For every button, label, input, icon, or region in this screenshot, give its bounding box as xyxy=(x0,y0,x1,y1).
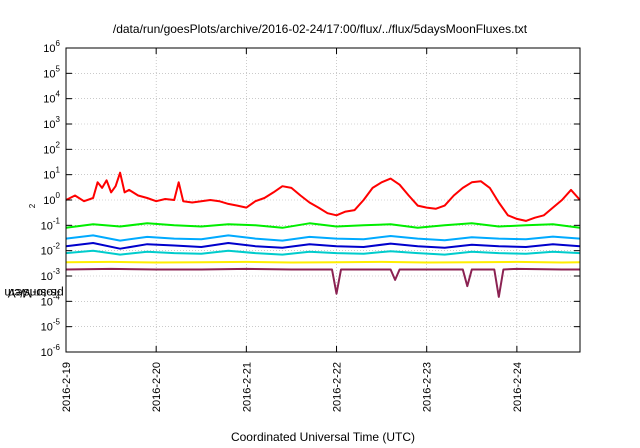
y-tick-label: 10-3 xyxy=(41,267,61,283)
x-tick-label: 2016-2-21 xyxy=(241,362,253,412)
y-tick-label: 10-6 xyxy=(41,343,61,359)
y-tick-label: 101 xyxy=(43,166,60,182)
series-line-6 xyxy=(65,267,580,298)
x-tick-label: 2016-2-23 xyxy=(422,362,434,412)
y-tick-label: 102 xyxy=(43,140,60,156)
y-tick-label: 105 xyxy=(43,64,60,80)
y-tick-label: 104 xyxy=(43,90,60,106)
plot-frame xyxy=(65,47,581,353)
x-tick-label: 2016-2-19 xyxy=(61,362,73,412)
y-tick-label: 103 xyxy=(43,115,60,131)
y-tick-label: 100 xyxy=(43,191,60,207)
y-axis-label: protons/cm 2 -s-sr-MeV xyxy=(4,203,64,300)
y-tick-label: 10-2 xyxy=(41,242,61,258)
series-line-5 xyxy=(65,260,581,264)
series-line-0 xyxy=(65,171,581,222)
x-tick-label: 2016-2-22 xyxy=(332,362,344,412)
y-tick-label: 106 xyxy=(43,39,60,55)
y-tick-label: 10-5 xyxy=(41,318,61,334)
series-line-1 xyxy=(65,222,581,229)
y-tick-label: 10-4 xyxy=(41,292,61,308)
x-tick-label: 2016-2-24 xyxy=(512,362,524,412)
series-line-3 xyxy=(65,242,581,250)
series-line-4 xyxy=(65,249,581,256)
chart-title: /data/run/goesPlots/archive/2016-02-24/1… xyxy=(112,22,528,36)
y-tick-label: 10-1 xyxy=(41,216,61,232)
series-line-2 xyxy=(65,234,581,242)
x-axis-label: Coordinated Universal Time (UTC) xyxy=(230,430,416,444)
x-tick-label: 2016-2-20 xyxy=(151,362,163,412)
